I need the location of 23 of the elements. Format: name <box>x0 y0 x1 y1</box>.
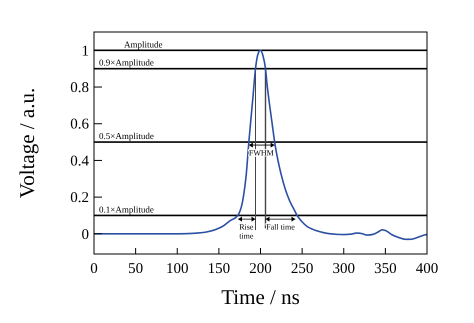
x-tick-label: 50 <box>128 261 144 277</box>
y-tick-label: 0.2 <box>70 190 89 206</box>
y-tick-label: 0.6 <box>70 116 90 133</box>
line-series <box>93 50 428 240</box>
ref-line-label: Amplitude <box>124 39 162 50</box>
x-tick-label: 150 <box>208 261 230 277</box>
annotation: Rise time <box>239 222 254 240</box>
x-tick-label: 250 <box>290 261 314 277</box>
y-tick-label: 0.8 <box>70 80 89 96</box>
annotation: Fall time <box>266 222 296 232</box>
y-tick-label: 1 <box>82 43 89 60</box>
x-tick-label: 400 <box>416 261 438 277</box>
x-tick-label: 100 <box>166 261 188 277</box>
x-axis-title: Time / ns <box>221 285 300 309</box>
ref-line-label: 0.9×Amplitude <box>99 58 154 68</box>
ref-line-label: 0.5×Amplitude <box>99 131 154 142</box>
x-tick-label: 350 <box>374 261 397 277</box>
x-tick-label: 200 <box>249 261 272 277</box>
y-tick-label: 0 <box>82 226 89 243</box>
x-tick-label: 300 <box>332 261 355 277</box>
ref-line-label: 0.1×Amplitude <box>99 204 154 214</box>
y-axis-title: Voltage / a.u. <box>15 88 39 198</box>
y-tick-label: 0.4 <box>70 153 90 170</box>
